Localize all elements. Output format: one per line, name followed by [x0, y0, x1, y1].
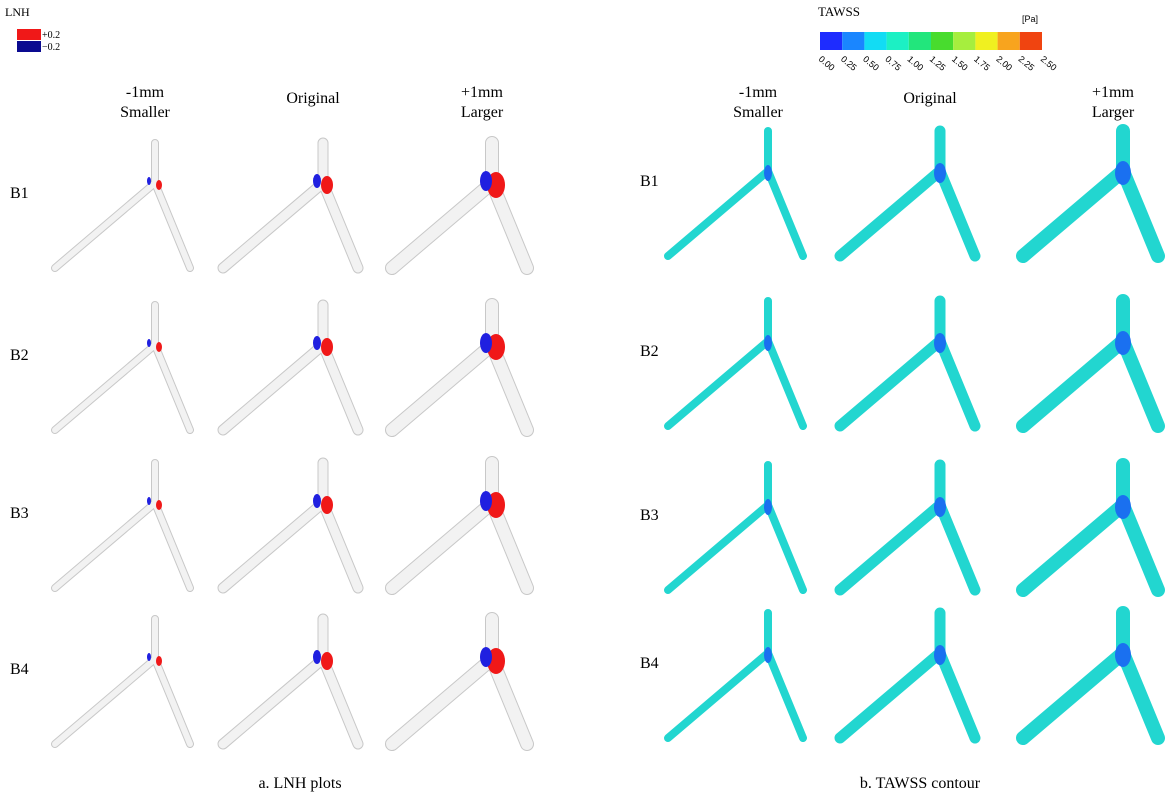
- low-wss-region: [764, 335, 772, 351]
- lnh-positive: [156, 342, 162, 352]
- lnh-negative: [480, 491, 492, 511]
- low-wss-region: [1115, 331, 1131, 355]
- row-label: B1: [640, 173, 659, 190]
- colorbar-tick-label: 1.75: [972, 54, 992, 73]
- row-label: B3: [10, 505, 29, 522]
- column-header: -1mm: [739, 84, 778, 101]
- colorbar-tick-label: 2.00: [994, 54, 1014, 73]
- lnh-negative: [313, 336, 321, 350]
- colorbar-tick-label: 1.00: [906, 54, 926, 73]
- lnh-negative: [147, 653, 151, 661]
- lnh-negative: [313, 494, 321, 508]
- lnh-negative: [313, 174, 321, 188]
- lnh-positive: [156, 656, 162, 666]
- lnh-negative: [147, 177, 151, 185]
- colorbar-tick-label: 1.50: [950, 54, 970, 73]
- legend-swatch: [17, 29, 41, 40]
- low-wss-region: [764, 499, 772, 515]
- vessel: [668, 131, 803, 256]
- lnh-positive: [156, 180, 162, 190]
- vessel: [840, 301, 975, 426]
- vessel-renderings: [55, 131, 1158, 744]
- legend-label: −0.2: [42, 42, 60, 53]
- vessel: [1023, 613, 1158, 738]
- column-header: Smaller: [733, 104, 783, 121]
- column-header: Larger: [461, 104, 504, 121]
- colorbar-tick-label: 1.25: [928, 54, 948, 73]
- lnh-positive: [321, 338, 333, 356]
- vessel: [392, 619, 527, 744]
- lnh-positive: [321, 652, 333, 670]
- column-header: Larger: [1092, 104, 1135, 121]
- low-wss-region: [1115, 643, 1131, 667]
- row-label: B4: [640, 655, 659, 672]
- lnh-negative: [480, 171, 492, 191]
- colorbar-tick-label: 2.50: [1039, 54, 1059, 73]
- lnh-positive: [321, 496, 333, 514]
- column-header: Original: [286, 90, 340, 107]
- vessel: [840, 613, 975, 738]
- lnh-legend-title: LNH: [5, 5, 30, 19]
- vessel: [392, 143, 527, 268]
- low-wss-region: [764, 647, 772, 663]
- column-header: -1mm: [126, 84, 165, 101]
- lnh-negative: [480, 647, 492, 667]
- lnh-negative: [480, 333, 492, 353]
- tawss-legend-title: TAWSS: [818, 4, 860, 19]
- low-wss-region: [934, 163, 946, 183]
- lnh-negative: [313, 650, 321, 664]
- low-wss-region: [764, 165, 772, 181]
- vessel: [668, 613, 803, 738]
- legend-unit: [Pa]: [1022, 14, 1038, 24]
- vessel: [668, 465, 803, 590]
- low-wss-region: [1115, 161, 1131, 185]
- lnh-negative: [147, 339, 151, 347]
- vessel: [1023, 465, 1158, 590]
- vessel: [392, 305, 527, 430]
- vessel: [840, 131, 975, 256]
- column-header: Original: [903, 90, 957, 107]
- low-wss-region: [934, 333, 946, 353]
- row-label: B1: [10, 185, 29, 202]
- colorbar-tick-label: 2.25: [1017, 54, 1037, 73]
- colorbar: [820, 32, 1042, 50]
- vessel: [840, 465, 975, 590]
- vessel: [1023, 301, 1158, 426]
- row-label: B3: [640, 507, 659, 524]
- legend-swatch: [17, 41, 41, 52]
- column-header: Smaller: [120, 104, 170, 121]
- column-header: +1mm: [1092, 84, 1134, 101]
- figure: LNH +0.2 −0.2 TAWSS [Pa] 0.000.250.500.7…: [0, 0, 1171, 793]
- caption: b. TAWSS contour: [860, 775, 981, 792]
- row-label: B2: [10, 347, 29, 364]
- caption: a. LNH plots: [258, 775, 341, 792]
- lnh-negative: [147, 497, 151, 505]
- column-header: +1mm: [461, 84, 503, 101]
- colorbar-tick-label: 0.00: [817, 54, 837, 73]
- lnh-positive: [321, 176, 333, 194]
- colorbar-tick-label: 0.75: [883, 54, 903, 73]
- vessel: [668, 301, 803, 426]
- colorbar-tick-label: 0.25: [839, 54, 859, 73]
- lnh-positive: [156, 500, 162, 510]
- colorbar-tick-label: 0.50: [861, 54, 881, 73]
- low-wss-region: [934, 645, 946, 665]
- low-wss-region: [1115, 495, 1131, 519]
- vessel: [1023, 131, 1158, 256]
- vessel: [392, 463, 527, 588]
- low-wss-region: [934, 497, 946, 517]
- row-label: B2: [640, 343, 659, 360]
- row-label: B4: [10, 661, 29, 678]
- legend-label: +0.2: [42, 30, 60, 41]
